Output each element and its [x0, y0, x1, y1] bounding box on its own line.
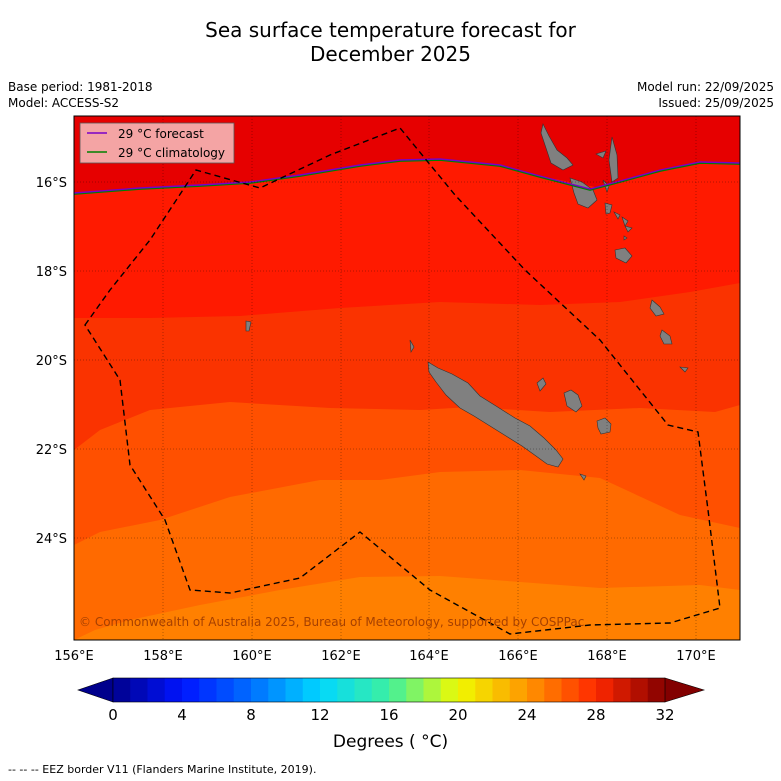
colorbar-segment	[320, 678, 338, 702]
x-tick-label: 160°E	[232, 649, 272, 664]
colorbar-ticks: 0 4 8 12 16 20 24 28 32	[108, 706, 674, 724]
colorbar-label: Degrees ( °C)	[332, 732, 449, 752]
colorbar-outline	[112, 677, 666, 703]
legend-forecast-label: 29 °C forecast	[118, 127, 204, 141]
land-vanuatu	[540, 123, 633, 264]
colorbar-max-extend	[664, 677, 706, 703]
colorbar-segment	[164, 678, 183, 702]
x-tick-label: 162°E	[321, 649, 361, 664]
base-period: Base period: 1981-2018	[8, 80, 153, 94]
colorbar-segment	[233, 678, 252, 702]
colorbar-tick-label: 16	[379, 706, 398, 724]
colorbar-segment	[389, 678, 407, 702]
colorbar-tick-label: 28	[586, 706, 605, 724]
colorbar-tick-label: 0	[108, 706, 118, 724]
y-tick-label: 24°S	[36, 532, 67, 547]
y-tick-label: 22°S	[36, 443, 67, 458]
legend-background	[79, 122, 235, 164]
colorbar-tick-label: 24	[517, 706, 536, 724]
sst-band-30	[74, 116, 740, 193]
x-tick-label: 158°E	[143, 649, 183, 664]
colorbar-segment	[475, 678, 493, 702]
eez-border	[84, 127, 721, 635]
colorbar-segment	[371, 678, 390, 702]
run-info: Model run: 22/09/2025 Issued: 25/09/2025	[637, 79, 774, 111]
land-loyalty-islands	[536, 377, 612, 435]
colorbar-tick-label: 4	[177, 706, 187, 724]
colorbar-tick-label: 12	[310, 706, 329, 724]
colorbar-tick-label: 20	[448, 706, 467, 724]
climatology-29c-line	[74, 159, 740, 195]
colorbar-segment	[596, 678, 614, 702]
colorbar-segment	[561, 678, 580, 702]
colorbar-segment	[354, 678, 373, 702]
colorbar-segment	[199, 678, 217, 702]
gridlines	[74, 116, 740, 640]
colorbar-segment	[285, 678, 304, 702]
map-frame	[73, 115, 741, 641]
model-name: Model: ACCESS-S2	[8, 96, 120, 110]
colorbar-segment	[578, 678, 597, 702]
model-info: Base period: 1981-2018 Model: ACCESS-S2	[8, 79, 153, 111]
title-line-2: December 2025	[310, 42, 471, 66]
legend-climatology-label: 29 °C climatology	[118, 146, 225, 160]
colorbar-segment	[458, 678, 476, 702]
y-tick-label: 16°S	[36, 176, 67, 191]
y-tick-label: 20°S	[36, 354, 67, 369]
colorbar-tick-label: 8	[246, 706, 256, 724]
colorbar-segment	[182, 678, 200, 702]
colorbar-segment	[423, 678, 442, 702]
sst-map	[74, 116, 740, 640]
colorbar-segment	[216, 678, 235, 702]
eez-footnote: -- -- -- EEZ border V11 (Flanders Marine…	[8, 763, 317, 776]
colorbar-segment	[130, 678, 148, 702]
legend-box: 29 °C forecast 29 °C climatology	[79, 122, 235, 164]
copyright-text: © Commonwealth of Australia 2025, Bureau…	[79, 615, 584, 629]
colorbar	[77, 677, 706, 703]
colorbar-segment	[613, 678, 631, 702]
colorbar-segment	[630, 678, 649, 702]
title-line-1: Sea surface temperature forecast for	[205, 18, 576, 42]
x-tick-label: 166°E	[498, 649, 538, 664]
colorbar-segment	[302, 678, 321, 702]
x-tick-label: 164°E	[409, 649, 449, 664]
colorbar-segment	[147, 678, 166, 702]
x-axis-ticks: 156°E 158°E 160°E 162°E 164°E 166°E 168°E 170°E	[54, 649, 716, 664]
land-new-caledonia	[427, 361, 564, 468]
colorbar-segment	[527, 678, 545, 702]
model-run: Model run: 22/09/2025	[636, 80, 774, 94]
issued-date: Issued: 25/09/2025	[658, 96, 774, 110]
colorbar-segment	[440, 678, 459, 702]
y-tick-label: 18°S	[36, 265, 67, 280]
colorbar-tick-label: 32	[655, 706, 674, 724]
colorbar-segment	[544, 678, 562, 702]
colorbar-segment	[406, 678, 424, 702]
x-tick-label: 170°E	[676, 649, 716, 664]
colorbar-min-extend	[77, 677, 114, 703]
x-tick-label: 156°E	[54, 649, 94, 664]
x-tick-label: 168°E	[587, 649, 627, 664]
colorbar-segment	[268, 678, 286, 702]
land-small-islands	[245, 299, 689, 481]
colorbar-segment	[337, 678, 355, 702]
colorbar-segment	[251, 678, 269, 702]
colorbar-segment	[509, 678, 528, 702]
colorbar-segment	[492, 678, 511, 702]
map-title: Sea surface temperature forecast for Dec…	[0, 18, 781, 66]
y-axis-ticks: 16°S 18°S 20°S 22°S 24°S	[36, 176, 67, 547]
colorbar-segment	[113, 678, 131, 702]
colorbar-segment	[647, 678, 666, 702]
forecast-29c-line	[74, 158, 740, 194]
